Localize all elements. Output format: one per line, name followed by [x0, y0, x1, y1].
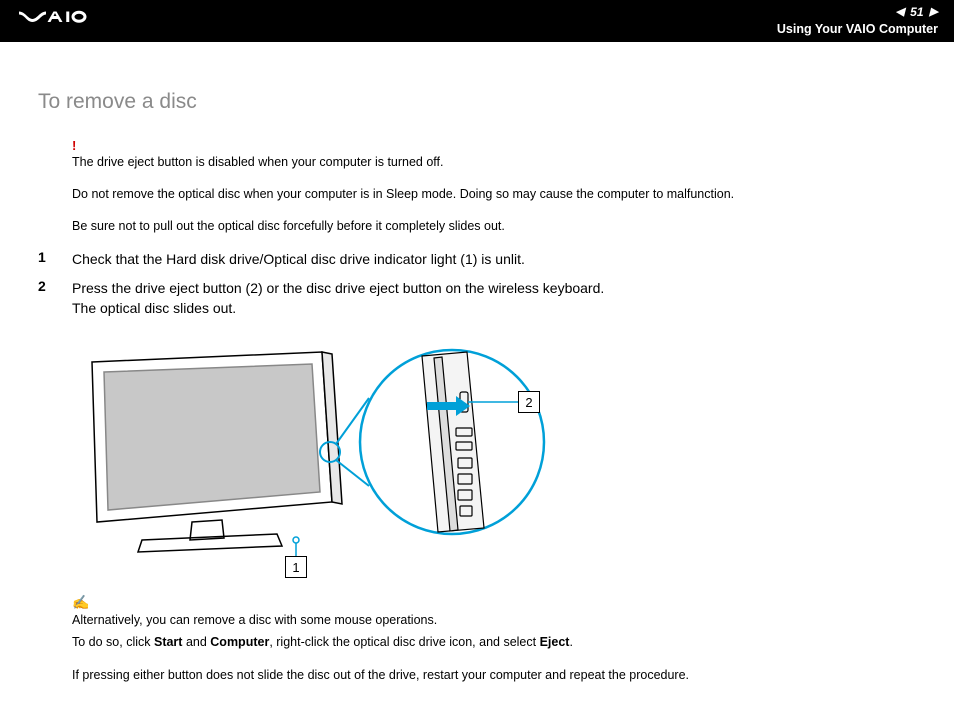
warning-line: Be sure not to pull out the optical disc…: [72, 217, 916, 235]
step-text: Press the drive eject button (2) or the …: [72, 278, 604, 319]
header-right: ◀ 51 ▶ Using Your VAIO Computer: [777, 4, 938, 38]
figure-callout-2: 2: [518, 391, 540, 413]
note-line: If pressing either button does not slide…: [72, 666, 916, 684]
note-block: ✍ Alternatively, you can remove a disc w…: [72, 594, 916, 683]
page-content: To remove a disc ! The drive eject butto…: [0, 42, 954, 718]
steps-list: 1 Check that the Hard disk drive/Optical…: [38, 249, 916, 318]
step-text: Check that the Hard disk drive/Optical d…: [72, 249, 525, 269]
note-icon: ✍: [72, 594, 916, 611]
warning-block: ! The drive eject button is disabled whe…: [72, 138, 916, 235]
page-nav: ◀ 51 ▶: [777, 4, 938, 21]
warning-line: The drive eject button is disabled when …: [72, 153, 916, 171]
prev-page-arrow[interactable]: ◀: [896, 7, 904, 18]
next-page-arrow[interactable]: ▶: [930, 7, 938, 18]
step-item: 1 Check that the Hard disk drive/Optical…: [38, 249, 916, 269]
warning-icon: !: [72, 138, 916, 153]
figure-callout-1: 1: [285, 556, 307, 578]
section-title: To remove a disc: [38, 90, 916, 114]
page-number: 51: [910, 4, 923, 21]
section-label: Using Your VAIO Computer: [777, 21, 938, 39]
step-number: 2: [38, 278, 72, 319]
figure-svg: [72, 332, 552, 576]
step-number: 1: [38, 249, 72, 269]
vaio-logo: [14, 10, 126, 33]
instruction-figure: 1 2: [72, 332, 552, 576]
header-bar: ◀ 51 ▶ Using Your VAIO Computer: [0, 0, 954, 42]
note-line: Alternatively, you can remove a disc wit…: [72, 611, 916, 629]
note-line: To do so, click Start and Computer, righ…: [72, 633, 916, 651]
warning-line: Do not remove the optical disc when your…: [72, 185, 916, 203]
step-item: 2 Press the drive eject button (2) or th…: [38, 278, 916, 319]
